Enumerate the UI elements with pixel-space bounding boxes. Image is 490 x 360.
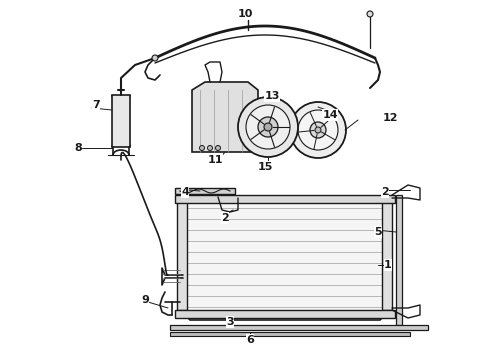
Text: 12: 12 bbox=[382, 113, 398, 123]
Text: 10: 10 bbox=[237, 9, 253, 19]
Circle shape bbox=[290, 102, 346, 158]
Bar bbox=[382, 200, 392, 310]
Bar bbox=[112, 95, 130, 147]
Circle shape bbox=[246, 105, 290, 149]
Text: 3: 3 bbox=[226, 317, 234, 327]
Text: 14: 14 bbox=[322, 110, 338, 120]
Bar bbox=[175, 188, 235, 194]
Bar bbox=[175, 310, 395, 318]
Circle shape bbox=[367, 11, 373, 17]
Circle shape bbox=[258, 117, 278, 137]
Bar bbox=[175, 195, 395, 203]
Circle shape bbox=[310, 122, 326, 138]
Bar bbox=[396, 195, 402, 325]
Circle shape bbox=[238, 97, 298, 157]
Text: 4: 4 bbox=[181, 187, 189, 197]
Bar bbox=[177, 200, 187, 310]
Text: 2: 2 bbox=[381, 187, 389, 197]
Text: 15: 15 bbox=[257, 162, 273, 172]
Text: 6: 6 bbox=[246, 335, 254, 345]
Circle shape bbox=[216, 145, 220, 150]
Text: 1: 1 bbox=[384, 260, 392, 270]
Text: 5: 5 bbox=[374, 227, 382, 237]
Bar bbox=[170, 325, 428, 330]
Bar bbox=[170, 332, 410, 336]
Polygon shape bbox=[192, 82, 258, 152]
Circle shape bbox=[199, 145, 204, 150]
Circle shape bbox=[315, 127, 321, 133]
Text: 8: 8 bbox=[74, 143, 82, 153]
Circle shape bbox=[207, 145, 213, 150]
Text: 11: 11 bbox=[207, 155, 223, 165]
Text: 7: 7 bbox=[92, 100, 100, 110]
Text: 9: 9 bbox=[141, 295, 149, 305]
Circle shape bbox=[298, 110, 338, 150]
Circle shape bbox=[152, 55, 158, 61]
Circle shape bbox=[264, 123, 272, 131]
Polygon shape bbox=[180, 200, 390, 320]
Text: 2: 2 bbox=[221, 213, 229, 223]
Text: 13: 13 bbox=[264, 91, 280, 101]
